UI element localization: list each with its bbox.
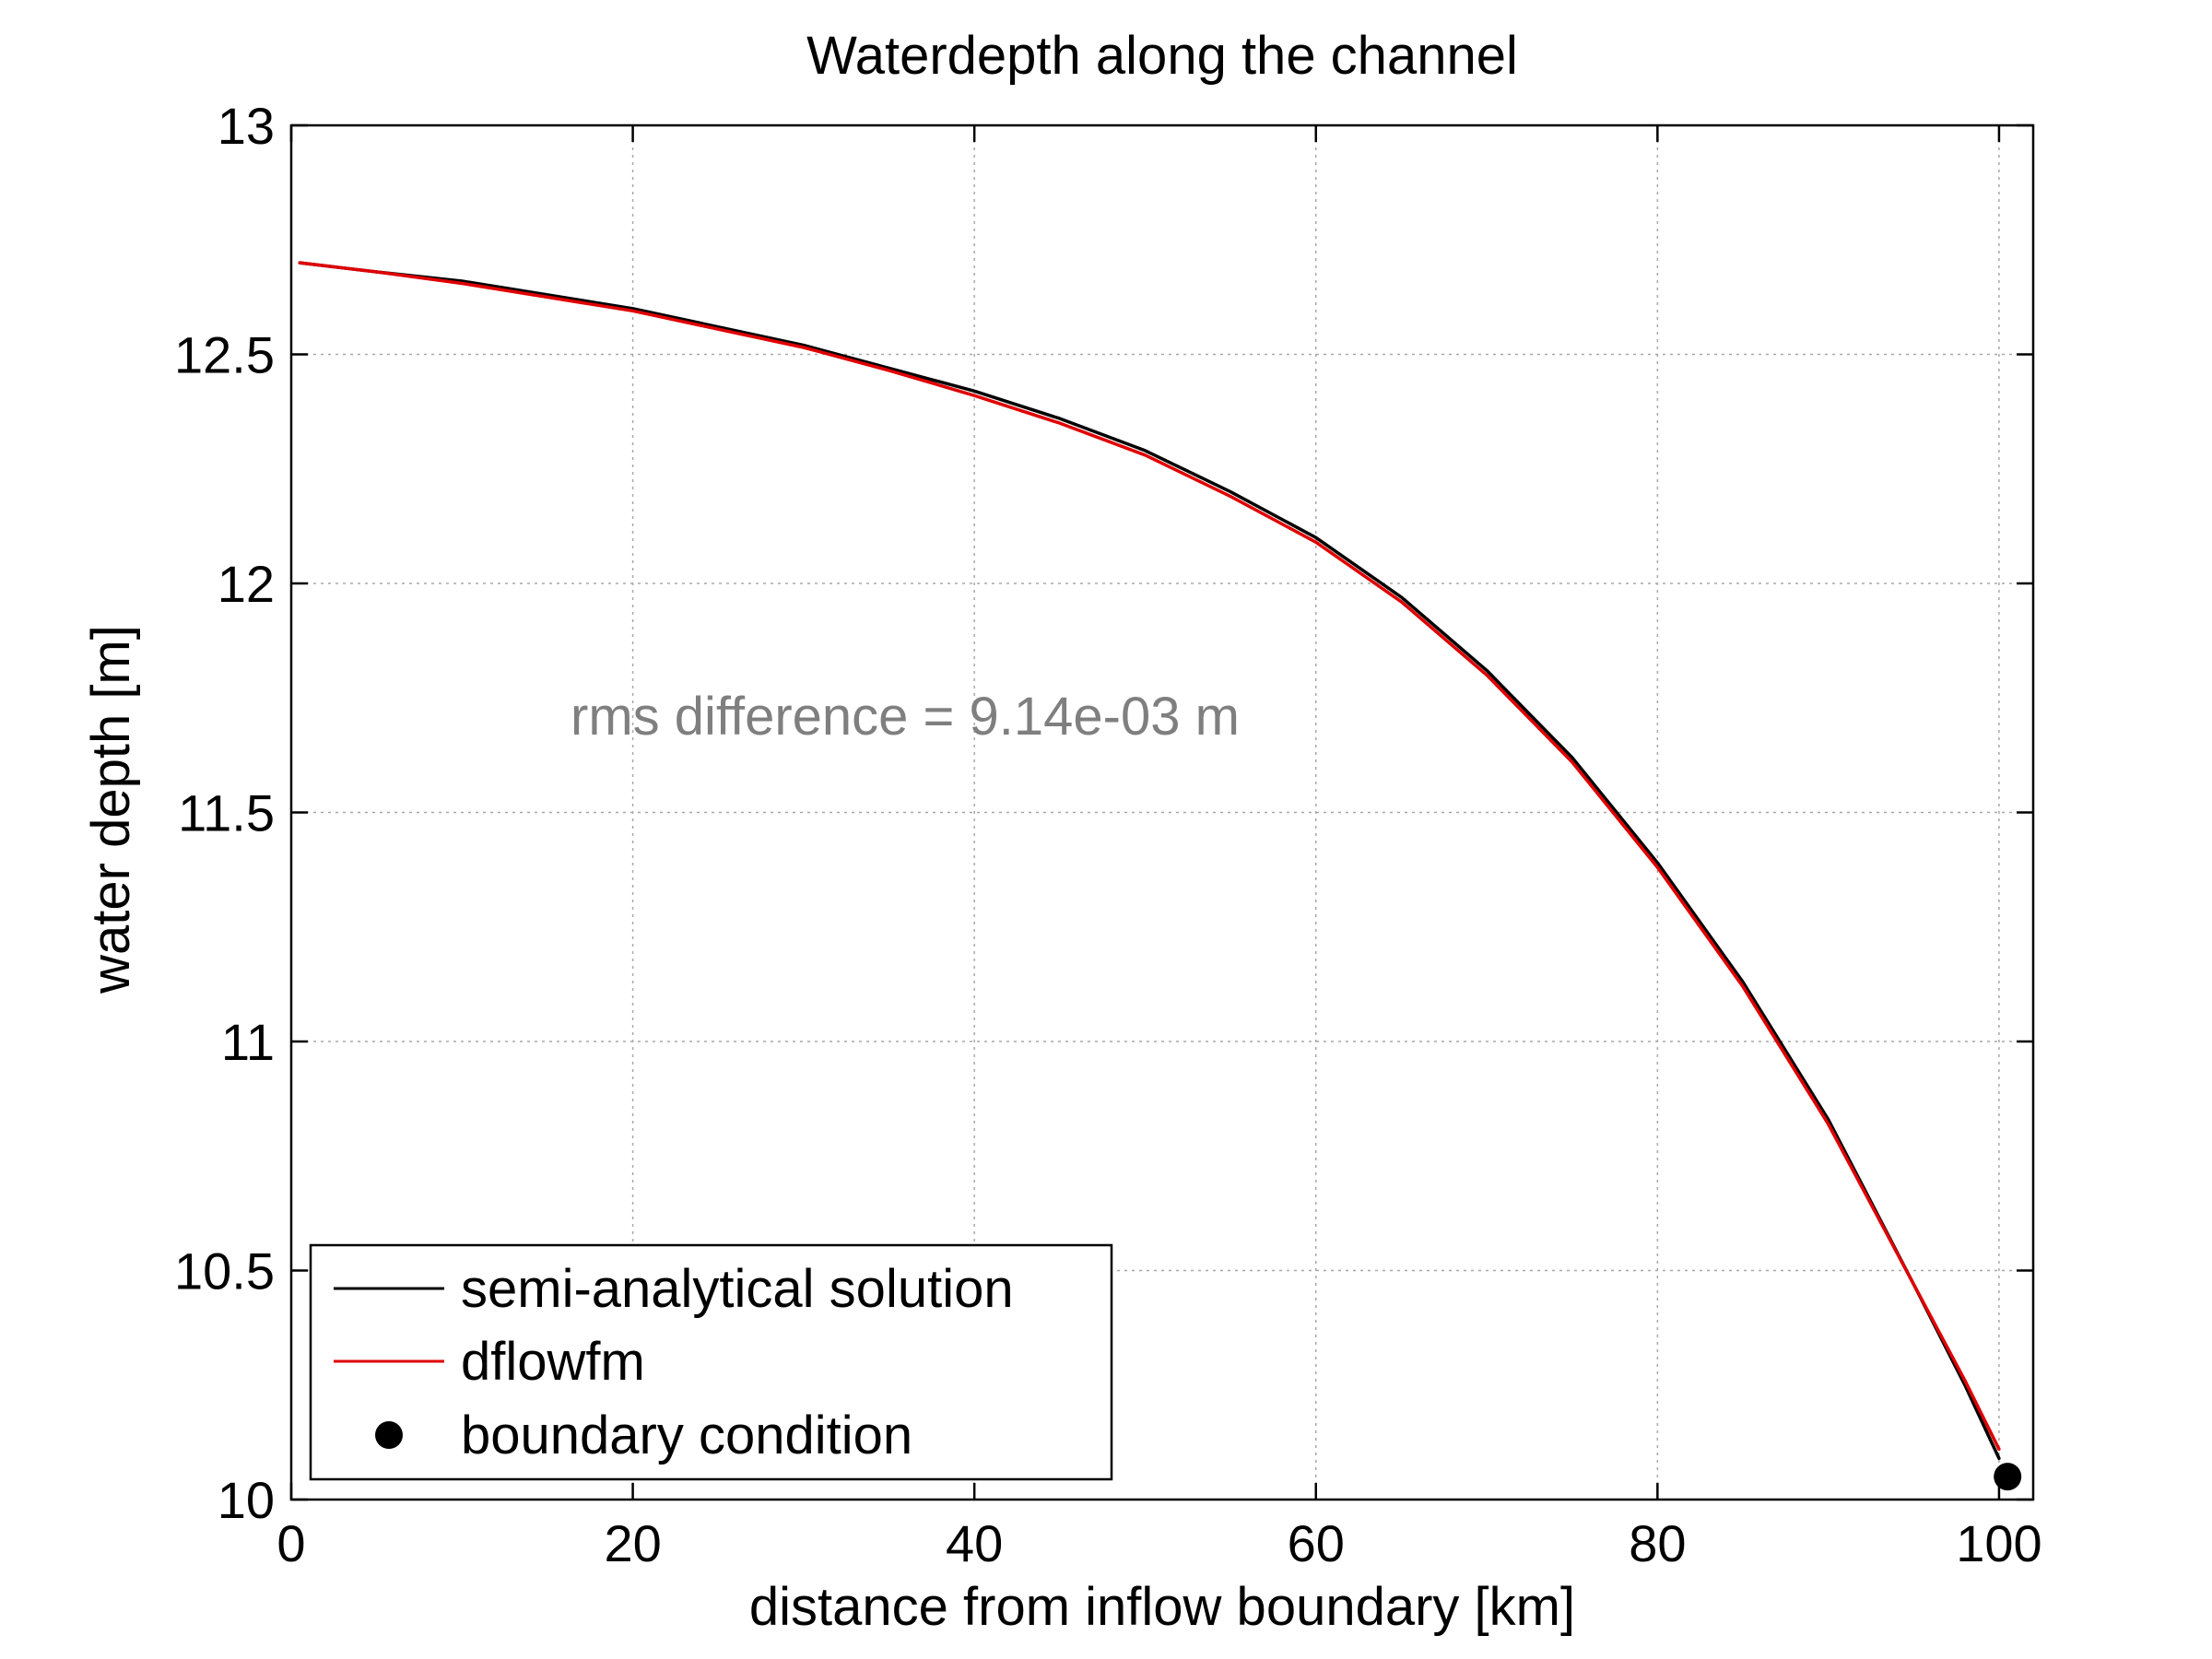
- x-tick-label: 100: [1956, 1514, 2041, 1572]
- y-tick-label: 12: [218, 555, 275, 613]
- rms-annotation: rms difference = 9.14e-03 m: [571, 687, 1240, 747]
- legend-label-boundary-condition: boundary condition: [461, 1406, 912, 1465]
- legend-label-dflowfm: dflowfm: [461, 1332, 645, 1392]
- x-tick-label: 20: [604, 1514, 661, 1572]
- y-tick-label: 13: [218, 97, 275, 155]
- y-axis-label: water depth [m]: [81, 625, 141, 994]
- x-tick-label: 80: [1629, 1514, 1686, 1572]
- chart-title: Waterdepth along the channel: [806, 26, 1518, 86]
- series-line-semi-analytical-solution: [298, 261, 2001, 1461]
- y-tick-label: 10.5: [174, 1242, 275, 1300]
- axis-ticks: [289, 124, 2033, 1501]
- y-tick-label: 12.5: [174, 326, 275, 384]
- series-line-dflowfm: [298, 261, 2001, 1452]
- legend-marker-boundary-condition: [375, 1421, 403, 1449]
- x-tick-label: 40: [946, 1514, 1003, 1572]
- x-tick-label: 0: [276, 1514, 305, 1572]
- y-axis-tick-labels: 10 10.5 11 11.5 12 12.5 13: [174, 97, 275, 1529]
- data-point-boundary-condition: [1994, 1463, 2022, 1491]
- x-tick-label: 60: [1288, 1514, 1345, 1572]
- x-axis-tick-labels: 0 20 40 60 80 100: [276, 1514, 2041, 1572]
- y-tick-label: 10: [218, 1471, 275, 1529]
- x-axis-label: distance from inflow boundary [km]: [749, 1577, 1575, 1637]
- y-tick-label: 11: [221, 1013, 275, 1071]
- grid: [291, 125, 2033, 1500]
- series-layer: [298, 261, 2022, 1491]
- legend-label-semi-analytical: semi-analytical solution: [461, 1259, 1014, 1319]
- legend: semi-analytical solution dflowfm boundar…: [309, 1243, 1113, 1481]
- y-tick-label: 11.5: [178, 784, 275, 842]
